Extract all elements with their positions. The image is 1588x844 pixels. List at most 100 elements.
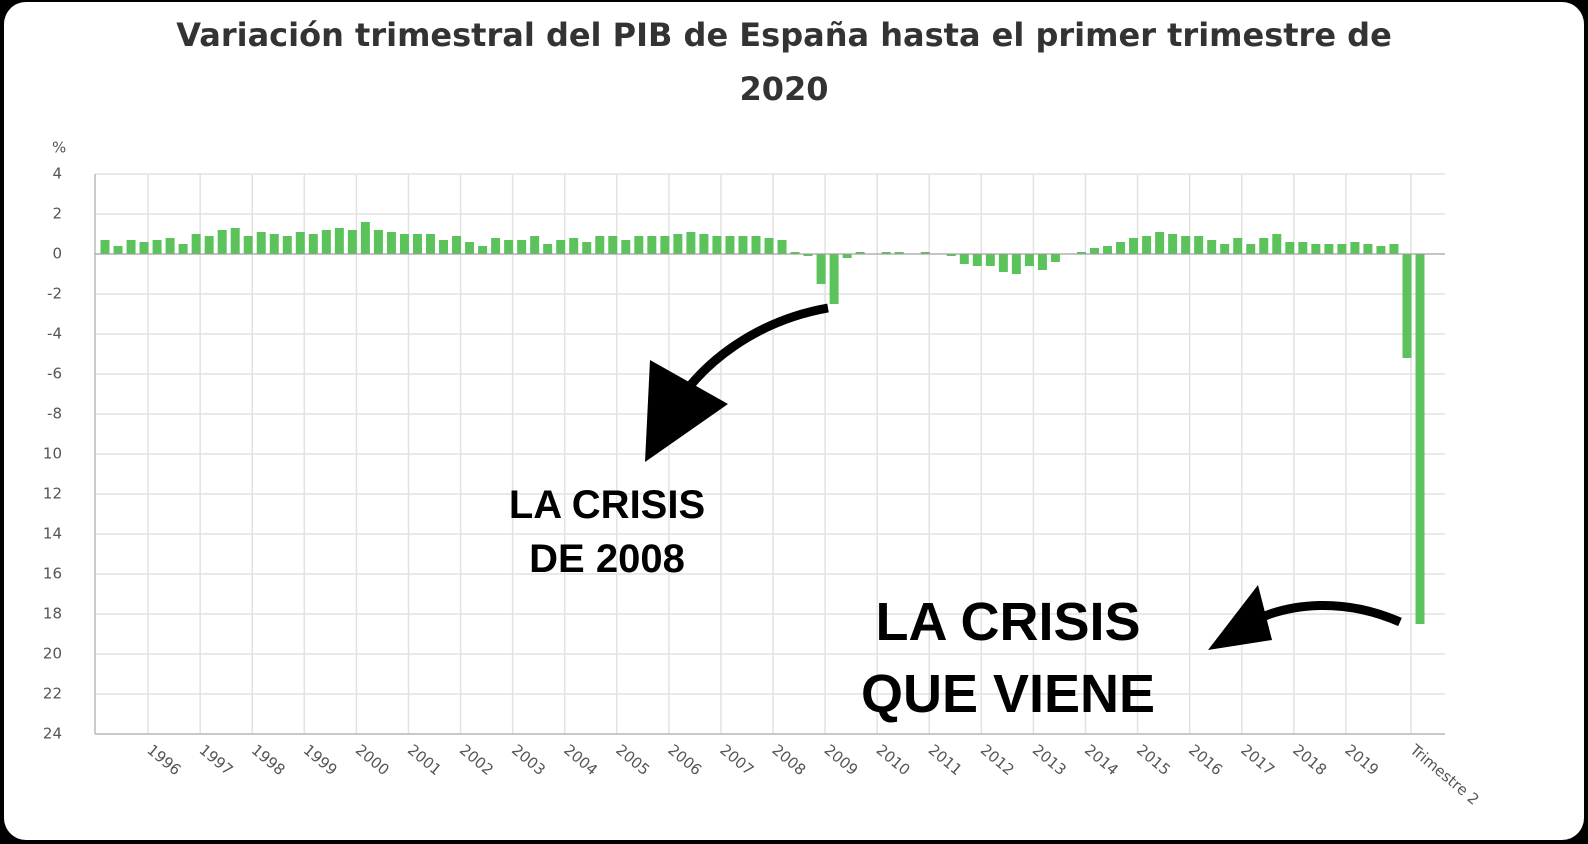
bar (920, 252, 930, 254)
bar (191, 234, 201, 254)
bar (881, 252, 891, 254)
bar (152, 240, 162, 254)
bar (998, 254, 1008, 272)
bar (491, 238, 501, 254)
bar (673, 234, 683, 254)
bar (1194, 236, 1204, 254)
bar (842, 254, 852, 258)
bar (738, 236, 748, 254)
bar (321, 230, 331, 254)
annotation: LA CRISIS (875, 592, 1140, 652)
y-tick-label: 24 (43, 725, 62, 743)
y-tick-label: 0 (52, 245, 62, 263)
bar (946, 254, 956, 256)
bar (295, 232, 305, 254)
bar (1363, 244, 1373, 254)
bar (582, 242, 592, 254)
background (4, 2, 1584, 840)
y-tick-label: 20 (43, 645, 62, 663)
bar (425, 234, 435, 254)
bar (959, 254, 969, 264)
bar (1272, 234, 1282, 254)
y-tick-label: 10 (43, 445, 62, 463)
bar (1298, 242, 1308, 254)
bar (985, 254, 995, 266)
bar (217, 230, 227, 254)
bar (1116, 242, 1126, 254)
y-axis-label: % (52, 139, 66, 157)
bar (465, 242, 475, 254)
bar (972, 254, 982, 266)
bar (100, 240, 110, 254)
bar (1337, 244, 1347, 254)
bar (439, 240, 449, 254)
bar (373, 230, 383, 254)
bar (113, 246, 123, 254)
bar (399, 234, 409, 254)
bar (243, 236, 253, 254)
bar (269, 234, 279, 254)
bar (347, 230, 357, 254)
bar (178, 244, 188, 254)
bar (1076, 252, 1086, 254)
bar (517, 240, 527, 254)
y-tick-label: 2 (52, 205, 62, 223)
bar (126, 240, 136, 254)
y-tick-label: 12 (43, 485, 62, 503)
bar (1259, 238, 1269, 254)
y-tick-label: 4 (52, 165, 62, 183)
bar (829, 254, 839, 304)
bar (569, 238, 579, 254)
bar (1024, 254, 1034, 266)
bar (1324, 244, 1334, 254)
y-tick-label: -6 (47, 365, 62, 383)
bar (608, 236, 618, 254)
bar (1168, 234, 1178, 254)
bar (790, 252, 800, 254)
bar (204, 236, 214, 254)
bar (530, 236, 540, 254)
bar (543, 244, 553, 254)
y-tick-label: 14 (43, 525, 62, 543)
y-tick-label: 16 (43, 565, 62, 583)
annotation: LA CRISIS (509, 483, 705, 527)
annotation: QUE VIENE (861, 664, 1155, 724)
bar (1037, 254, 1047, 270)
bar (139, 242, 149, 254)
bar (1090, 248, 1100, 254)
bar (647, 236, 657, 254)
bar (1415, 254, 1425, 624)
bar (1350, 242, 1360, 254)
chart-title: Variación trimestral del PIB de España h… (176, 16, 1392, 54)
bar (855, 252, 865, 254)
bar (308, 234, 318, 254)
bar (699, 234, 709, 254)
bar (1233, 238, 1243, 254)
bar (1011, 254, 1021, 274)
bar (1220, 244, 1230, 254)
bar (230, 228, 240, 254)
bar (504, 240, 514, 254)
bar (1389, 244, 1399, 254)
arrowhead (1208, 585, 1272, 650)
bar (1050, 254, 1060, 262)
bar (478, 246, 488, 254)
bar (412, 234, 422, 254)
bar (556, 240, 566, 254)
chart-title: 2020 (739, 70, 828, 108)
y-tick-label: -4 (47, 325, 62, 343)
bar (803, 254, 813, 256)
bar (360, 222, 370, 254)
bar (1155, 232, 1165, 254)
bar (1402, 254, 1412, 358)
y-tick-label: 22 (43, 685, 62, 703)
bar (334, 228, 344, 254)
bar (1285, 242, 1295, 254)
bar (452, 236, 462, 254)
bar (1142, 236, 1152, 254)
bar (1311, 244, 1321, 254)
bar (764, 238, 774, 254)
annotation: DE 2008 (529, 537, 685, 581)
bar (1129, 238, 1139, 254)
